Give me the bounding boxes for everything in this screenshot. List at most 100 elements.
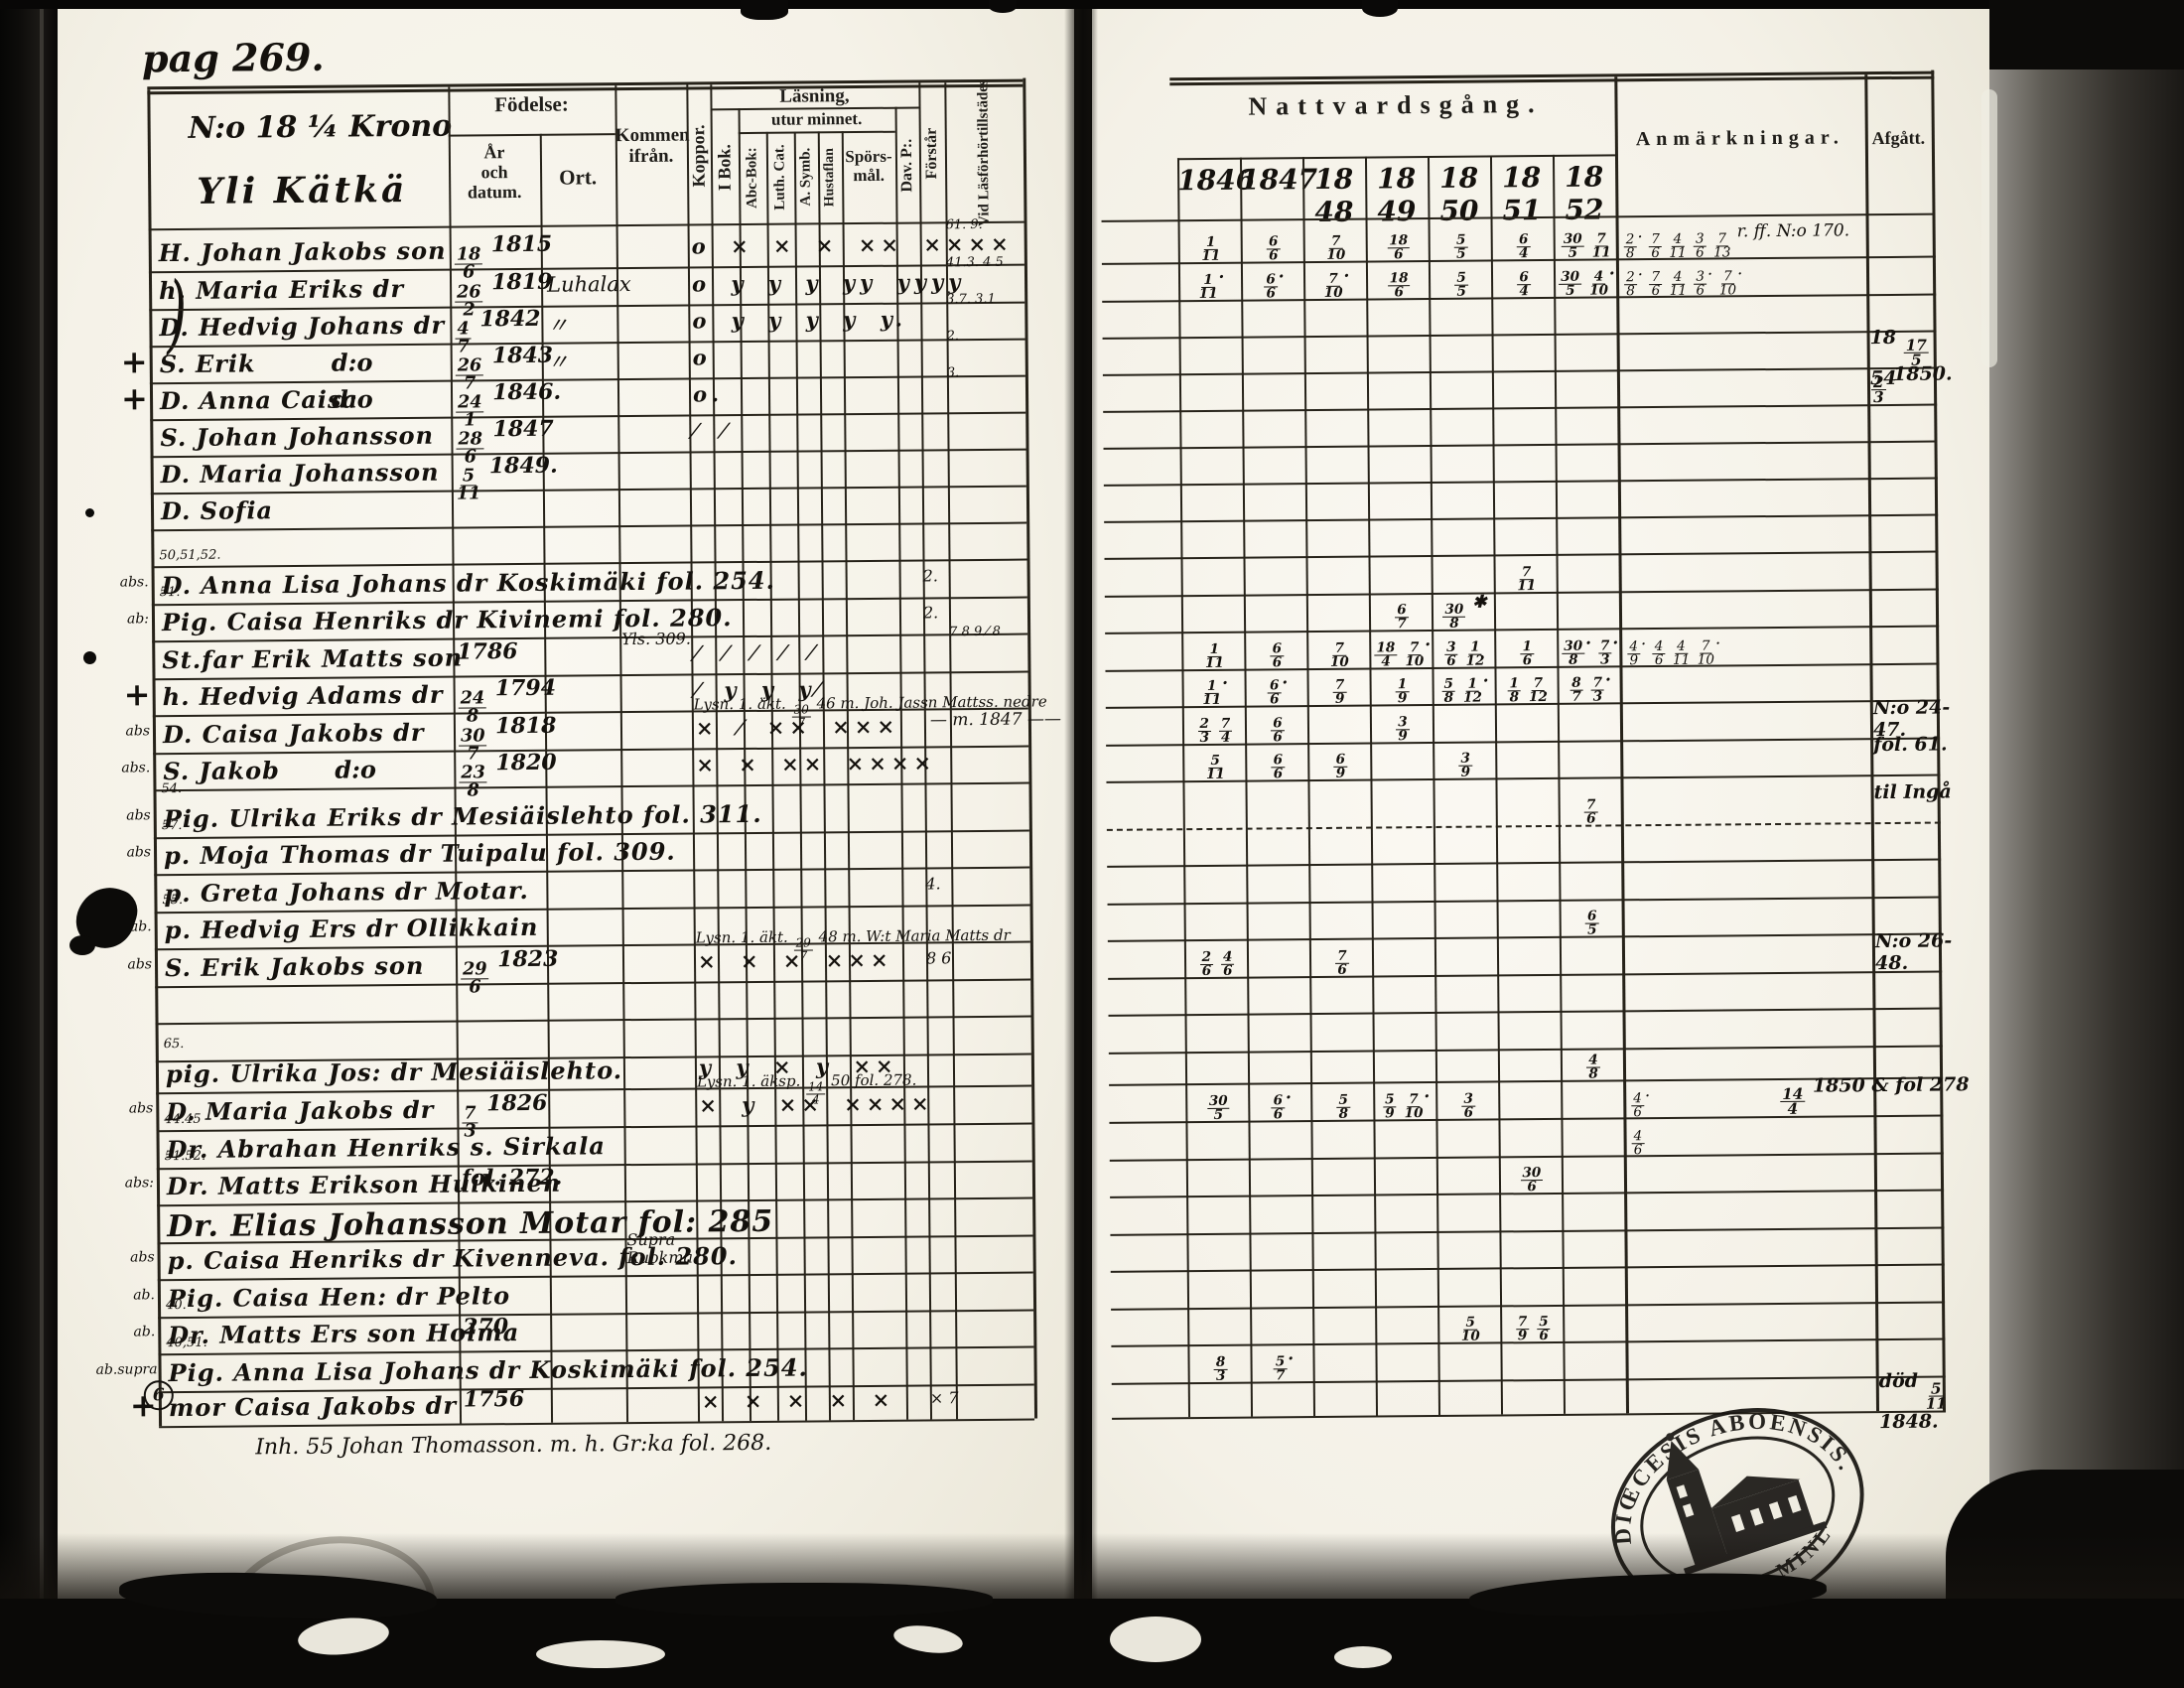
margin-abs-note: abs xyxy=(126,844,152,861)
communion-date: 7 10. xyxy=(1323,261,1350,301)
top-scan-edge xyxy=(0,0,2184,9)
col-ort: Ort. xyxy=(559,165,598,190)
bottom-white-patch xyxy=(1110,1617,1201,1662)
forstar-mark: × 7 xyxy=(929,1388,959,1408)
communion-date: 30 5 4 10. xyxy=(1559,259,1615,299)
lasforhor-marks: 3.7. 3.1 xyxy=(946,291,996,308)
col-kommen-ifran: Kommen ifrån. xyxy=(614,124,690,168)
rule-line xyxy=(1102,330,1937,340)
birth-place: 〃 xyxy=(547,350,569,374)
person-name: D. Sofia xyxy=(160,495,274,526)
person-name: h. Hedvig Adams dr xyxy=(162,679,444,712)
reading-marks: o y y y yy yyyy xyxy=(691,269,966,297)
col-sporsmal: Spörs- mål. xyxy=(845,146,892,186)
person-name: h. Maria Eriks dr xyxy=(158,274,405,306)
reading-marks: × × × × × xyxy=(701,1386,895,1414)
margin-cross: + xyxy=(120,379,149,418)
rule-line xyxy=(148,220,1024,231)
rule-line xyxy=(1427,156,1441,1415)
communion-date: 30 6 xyxy=(1520,1165,1544,1196)
bottom-edge-blot xyxy=(615,1583,993,1617)
afgatt-entry: fol. 61. xyxy=(1873,733,1948,757)
birth-date: 1786 xyxy=(457,638,518,665)
ink-speck xyxy=(83,651,96,664)
rule-line xyxy=(1102,366,1937,376)
col-afgatt: Afgått. xyxy=(1871,127,1926,149)
lasforhor-marks: 61. 9. xyxy=(945,216,983,233)
person-name: Pig. Anna Lisa Johans dr Koskimäki fol. … xyxy=(168,1352,808,1388)
rule-line xyxy=(1106,821,1941,831)
row-number-note: 44.45 xyxy=(164,1111,202,1128)
col-a-symb: A. Symb. xyxy=(797,148,814,207)
rule-line xyxy=(1176,154,1615,161)
rule-line xyxy=(1301,157,1316,1417)
communion-date: 30 5 xyxy=(1206,1092,1230,1123)
reading-marks: o y y y y y. xyxy=(692,306,907,334)
right-edge-top-shadow xyxy=(1989,0,2184,70)
margin-abs-note: abs xyxy=(130,1249,155,1266)
communion-date: 1 11 xyxy=(1204,640,1224,672)
birth-date: 29 6 1823 xyxy=(461,945,559,998)
person-name: pig. Ulrika Jos: dr Mesiäislehto. xyxy=(165,1055,623,1089)
rule-line xyxy=(1489,155,1504,1415)
lasforhor-marks: 2. xyxy=(946,329,960,345)
ditto-mark: d:o xyxy=(331,348,373,377)
person-name: D. Maria Jakobs dr xyxy=(166,1094,435,1127)
rule-line xyxy=(1108,1007,1943,1017)
left-page xyxy=(56,6,1074,1644)
rule-line xyxy=(1103,403,1938,413)
right-scan-edge xyxy=(1989,0,2184,1688)
rule-line xyxy=(1023,77,1038,1419)
rule-line xyxy=(448,133,615,137)
farm-title-line2: Yli Kätkä xyxy=(197,168,408,212)
rule-line xyxy=(1107,896,1942,906)
person-name: mor Caisa Jakobs dr xyxy=(168,1390,458,1423)
lasforhor-marks: 3. xyxy=(946,365,960,381)
col-nattvardsgang: Nattvardsgång. xyxy=(1248,89,1544,121)
person-name: D. Hedvig Johans dr xyxy=(159,310,446,343)
lasforhor-marks: 41.3. 4 5 xyxy=(945,254,1004,271)
col-vid-lasforhor: Vid Läsförhör tillstädes xyxy=(975,78,993,227)
person-name: Pig. Caisa Hen: dr Pelto xyxy=(167,1281,511,1314)
communion-date: 7 10 xyxy=(1326,232,1346,263)
top-edge-notch xyxy=(741,0,788,20)
person-name: S. Erik Jakobs son xyxy=(164,950,425,983)
rule-line xyxy=(1239,157,1254,1417)
communion-date: 30 8 ✱ xyxy=(1442,592,1487,632)
rule-line xyxy=(1110,1226,1945,1236)
col-abc-bok: Abc-Bok: xyxy=(744,147,760,209)
ink-blot xyxy=(69,935,95,955)
page-number: pag 269. xyxy=(141,34,325,81)
col-hustaflan: Hustaflan xyxy=(821,147,838,207)
col-dav-p: Dav. P:. xyxy=(897,138,916,193)
row-number-note: 55. xyxy=(162,892,184,909)
person-name: p. Moja Thomas dr Tuipalu fol. 309. xyxy=(163,836,676,871)
row-number-note: 40,51. xyxy=(166,1335,207,1351)
forstar-mark: 2. xyxy=(922,603,939,623)
margin-abs-note: abs xyxy=(126,807,151,824)
person-name: S. Johan Johansson xyxy=(160,420,435,453)
person-name: p. Greta Johans dr Motar. xyxy=(164,875,529,909)
row-number-note: 50,51,52. xyxy=(159,547,221,564)
